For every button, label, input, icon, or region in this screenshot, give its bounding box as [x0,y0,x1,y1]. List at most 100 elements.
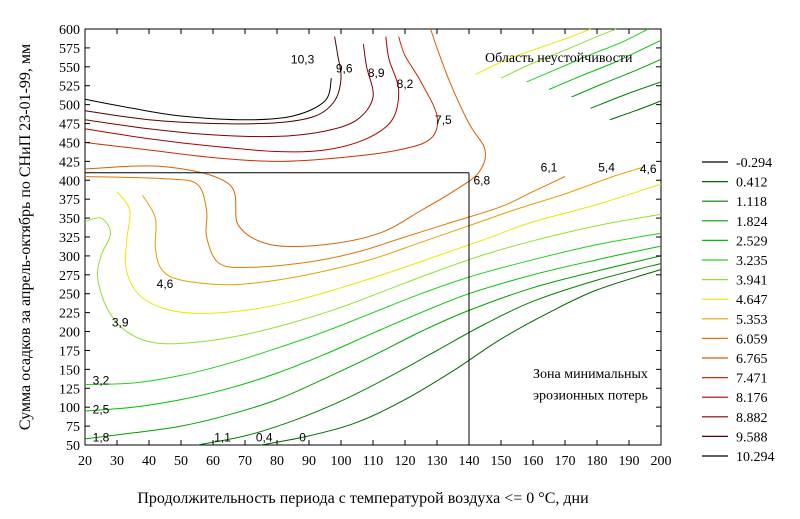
contour-label-2: 8,9 [368,66,385,80]
contour-label-0: 10,3 [291,52,315,66]
contour-label-13: 1,8 [93,430,110,444]
x-axis-label: Продолжительность периода с температурой… [137,490,589,507]
contour-label-11: 3,2 [93,374,110,388]
legend-entry-3: 1.824 [736,215,768,230]
legend-entry-7: 4.647 [736,293,768,308]
x-tick-label-7: 90 [302,454,316,469]
y-tick-label-0: 50 [66,439,80,454]
x-tick-label-10: 120 [395,454,416,469]
y-tick-label-18: 500 [59,99,80,114]
legend-entry-13: 8.882 [736,411,768,426]
legend-entry-0: -0.294 [736,156,772,171]
x-tick-label-12: 140 [459,454,480,469]
contour-label-3: 8,2 [397,77,414,91]
contour-lines [84,28,662,446]
contour-line-5 [84,213,662,345]
x-axis-ticks: 20 30 40 50 60 70 80 90 100 110 120 130 140 150 160 170… [78,29,672,469]
legend-entry-1: 0.412 [736,176,768,191]
y-tick-label-16: 450 [59,136,80,151]
contour-line-14 [84,78,332,121]
contour-line-4 [84,232,662,385]
y-tick-label-7: 225 [59,307,80,322]
y-tick-label-5: 175 [59,344,80,359]
contour-line-11 [84,36,400,153]
contour-line-2 [84,255,662,440]
annotation-2: эрозионных потерь [533,388,648,403]
y-tick-label-1: 75 [66,420,80,435]
x-tick-label-2: 40 [142,454,156,469]
contour-line-8 [84,176,566,269]
contour-label-5: 6,8 [473,173,490,187]
x-tick-label-5: 70 [238,454,252,469]
reference-lines [85,172,470,445]
legend-entry-5: 3.235 [736,254,768,269]
contour-label-16: 0 [299,430,306,444]
legend-entry-12: 8.176 [736,391,768,406]
contour-line-12 [84,44,374,138]
contour-line-7 [142,166,646,286]
y-tick-label-12: 350 [59,212,80,227]
y-tick-label-11: 325 [59,231,80,246]
contour-line-3 [84,245,662,412]
contour-line-13 [84,36,342,125]
contour-label-6: 6,1 [541,160,558,174]
contour-line-15 [475,28,591,75]
contour-line-6 [116,183,662,314]
contour-label-8: 4,6 [640,162,657,176]
contour-label-9: 4,6 [157,277,174,291]
y-tick-label-3: 125 [59,382,80,397]
contour-labels: 10,3 9,6 8,9 8,2 7,5 6,8 6,1 5,4 4,6 4,6 3,9 3,2 2,5… [93,52,657,444]
contour-label-10: 3,9 [112,315,129,329]
x-tick-label-3: 50 [174,454,188,469]
contour-label-15: 0,4 [256,430,273,444]
legend-entry-9: 6.059 [736,332,768,347]
annotation-0: Область неустойчивости [485,51,633,66]
legend-entry-8: 5.353 [736,313,768,328]
legend-entry-4: 2.529 [736,234,768,249]
y-tick-label-17: 475 [59,118,80,133]
x-tick-label-0: 20 [78,454,92,469]
contour-line-16 [500,28,617,79]
legend: -0.294 0.412 1.118 1.824 2.529 3.235 3.941 4.64… [702,156,775,465]
x-tick-label-4: 60 [206,454,220,469]
y-tick-label-22: 600 [59,23,80,38]
contour-label-12: 2,5 [93,402,110,416]
legend-entry-14: 9.588 [736,430,768,445]
y-tick-label-6: 200 [59,326,80,341]
x-tick-label-11: 130 [427,454,448,469]
contour-line-9 [84,28,486,247]
contour-line-17 [526,28,649,83]
y-axis-label: Сумма осадков за апрель-октябрь по СНиП … [17,44,34,430]
y-tick-label-8: 250 [59,288,80,303]
contour-label-4: 7,5 [435,113,452,127]
contour-line-21 [609,100,662,121]
annotation-1: Зона минимальных [533,367,648,382]
contour-label-1: 9,6 [336,61,353,75]
y-tick-label-14: 400 [59,174,80,189]
legend-entry-6: 3.941 [736,274,768,289]
contour-line-1 [196,263,662,446]
x-tick-label-9: 110 [363,454,383,469]
legend-entry-2: 1.118 [736,195,767,210]
y-tick-label-13: 375 [59,193,80,208]
x-tick-label-6: 80 [270,454,284,469]
contour-line-0 [260,269,662,446]
y-tick-label-2: 100 [59,401,80,416]
y-axis-ticks: 50 75 100 125 150 175 200 225 250 275 300 325 350 375… [59,23,661,454]
x-tick-label-15: 170 [555,454,576,469]
x-tick-label-8: 100 [331,454,352,469]
x-tick-label-16: 180 [587,454,608,469]
y-tick-label-4: 150 [59,363,80,378]
contour-line-20 [590,81,662,109]
x-tick-label-14: 160 [523,454,544,469]
legend-entry-11: 7.471 [736,372,768,387]
x-tick-label-17: 190 [619,454,640,469]
legend-entry-15: 10.294 [736,450,775,465]
y-tick-label-19: 525 [59,80,80,95]
y-tick-label-15: 425 [59,155,80,170]
x-tick-label-13: 150 [491,454,512,469]
x-tick-label-18: 200 [651,454,672,469]
y-tick-label-21: 575 [59,42,80,57]
y-tick-label-20: 550 [59,61,80,76]
